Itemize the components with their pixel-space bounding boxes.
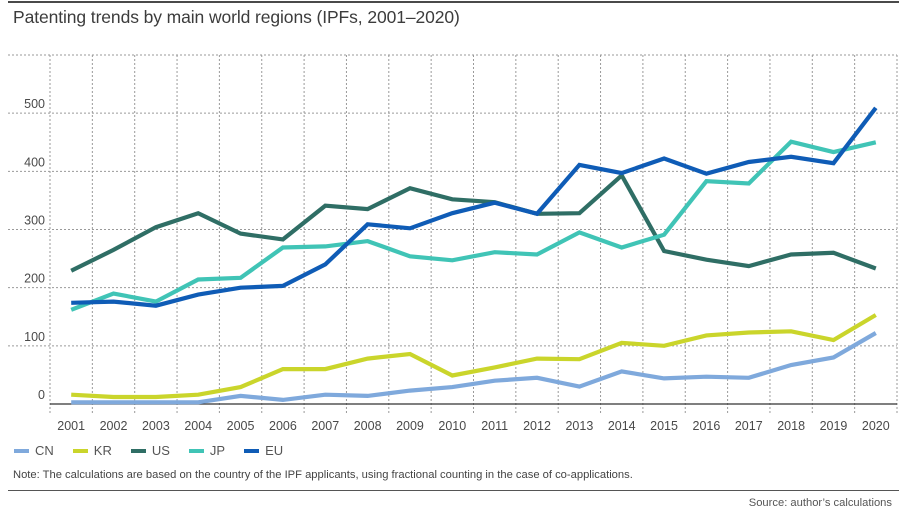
legend-label: US — [151, 443, 170, 458]
legend-label: KR — [93, 443, 112, 458]
series-line-jp — [70, 139, 877, 312]
horizontal-gridlines — [8, 54, 897, 347]
x-tick-label: 2010 — [438, 419, 466, 433]
x-tick-label: 2004 — [184, 419, 212, 433]
y-tick-label: 500 — [24, 97, 45, 111]
y-tick-label: 200 — [24, 272, 45, 286]
series-line-us — [70, 172, 877, 273]
legend: CN KR US JP EU — [14, 443, 302, 458]
x-tick-label: 2006 — [269, 419, 297, 433]
legend-swatch-icon — [188, 448, 204, 453]
legend-item-cn: CN — [14, 443, 54, 458]
chart-source: Source: author’s calculations — [748, 497, 892, 509]
x-tick-label: 2013 — [565, 419, 593, 433]
legend-swatch-icon — [130, 448, 146, 453]
x-tick-label: 2002 — [100, 419, 128, 433]
legend-label: JP — [209, 443, 226, 458]
y-axis-labels: 0 100 200 300 400 500 — [24, 97, 45, 402]
y-tick-label: 400 — [24, 155, 45, 169]
series-line-eu — [71, 106, 878, 308]
series-line-kr — [71, 313, 877, 400]
legend-item-us: US — [130, 443, 170, 458]
top-divider — [8, 1, 899, 3]
x-tick-label: 2014 — [608, 419, 636, 433]
x-tick-label: 2016 — [693, 419, 721, 433]
x-tick-label: 2017 — [735, 419, 763, 433]
legend-swatch-icon — [14, 448, 29, 453]
x-tick-label: 2015 — [650, 419, 678, 433]
legend-swatch-icon — [244, 448, 260, 453]
x-tick-label: 2007 — [311, 419, 339, 433]
x-tick-label: 2003 — [142, 419, 170, 433]
vertical-gridlines — [49, 55, 898, 414]
y-tick-label: 100 — [24, 330, 45, 344]
legend-label: EU — [265, 443, 284, 458]
y-tick-label: 0 — [38, 388, 45, 402]
x-tick-label: 2008 — [354, 419, 382, 433]
legend-label: CN — [35, 443, 54, 458]
chart-title: Patenting trends by main world regions (… — [13, 7, 460, 27]
bottom-divider — [8, 490, 899, 491]
legend-item-jp: JP — [188, 443, 226, 458]
x-tick-label: 2005 — [227, 419, 255, 433]
x-tick-label: 2019 — [820, 419, 848, 433]
series-lines — [70, 106, 878, 405]
x-axis-labels: 2001 2002 2003 2004 2005 2006 2007 2008 2009 2010… — [57, 419, 890, 433]
x-tick-label: 2018 — [777, 419, 805, 433]
legend-swatch-icon — [72, 448, 88, 453]
y-tick-label: 300 — [24, 214, 45, 228]
x-tick-label: 2011 — [481, 419, 508, 433]
x-tick-label: 2001 — [57, 419, 85, 433]
series-line-cn — [71, 331, 877, 405]
x-tick-label: 2009 — [396, 419, 424, 433]
x-tick-label: 2012 — [523, 419, 551, 433]
legend-item-eu: EU — [244, 443, 283, 458]
x-tick-label: 2020 — [862, 419, 890, 433]
legend-item-kr: KR — [72, 443, 112, 458]
chart-note: Note: The calculations are based on the … — [13, 469, 633, 481]
